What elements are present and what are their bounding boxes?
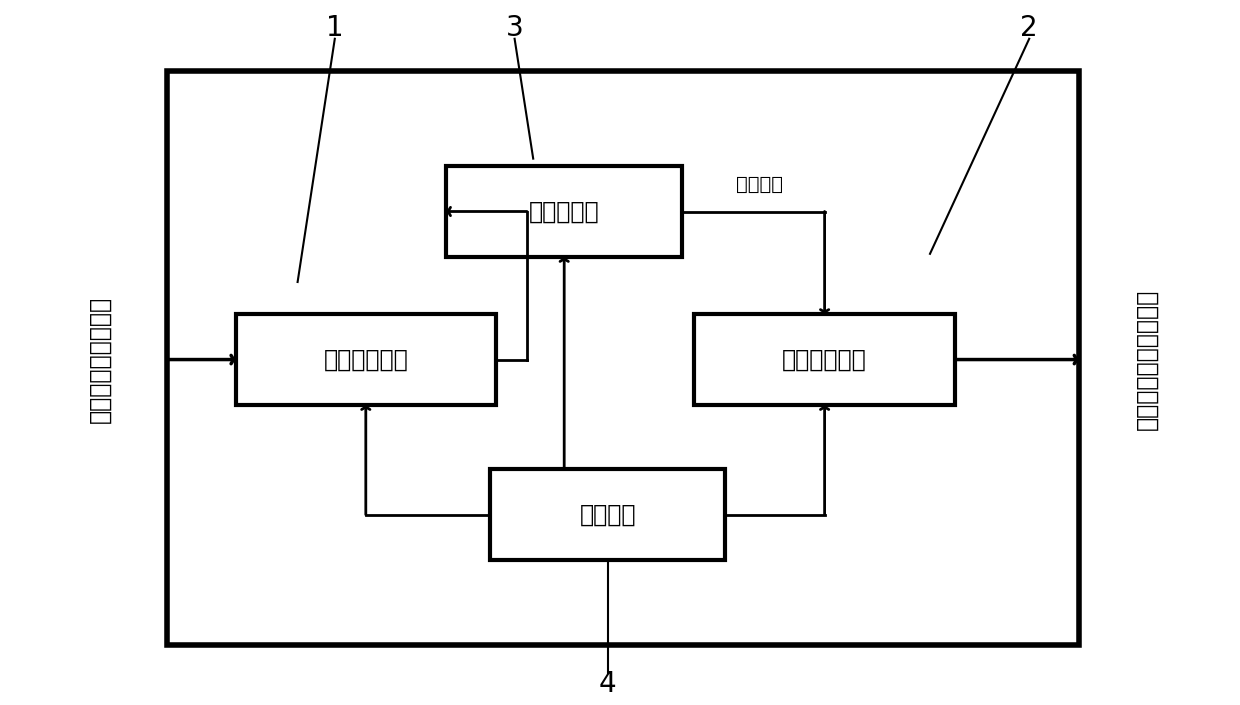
Bar [167,70,1079,645]
Text: 老化测量模块: 老化测量模块 [782,348,867,372]
Bar [490,469,725,560]
Text: 2: 2 [1021,14,1038,42]
Text: 多路复用器: 多路复用器 [529,200,599,223]
Text: 脉冲信号: 脉冲信号 [737,175,782,194]
Bar [446,166,682,257]
Bar [236,314,496,405]
Text: 3: 3 [506,14,523,42]
Bar [694,314,955,405]
Text: 1: 1 [326,14,343,42]
Text: 处理器关键路径信息: 处理器关键路径信息 [87,296,112,423]
Text: 控制模块: 控制模块 [579,503,636,527]
Text: 老化探测模块: 老化探测模块 [324,348,408,372]
Text: 处理器关键路径延时量: 处理器关键路径延时量 [1135,289,1159,430]
Text: 4: 4 [599,670,616,698]
